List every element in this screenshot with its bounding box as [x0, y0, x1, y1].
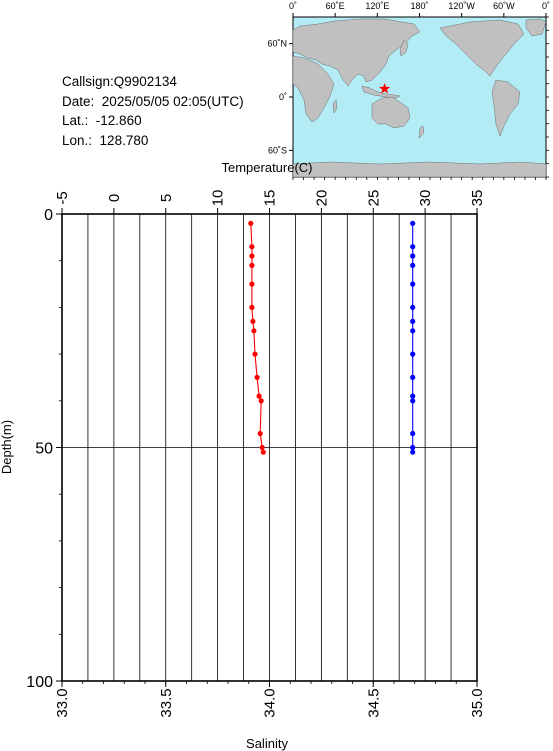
y-axis-tick-label: 0 — [44, 207, 53, 224]
date-line: Date: 2025/05/05 02:05(UTC) — [62, 92, 244, 112]
map-lon-label: 120˚E — [365, 1, 389, 11]
series-line-0 — [250, 223, 264, 453]
y-axis-tick-label: 50 — [35, 441, 53, 458]
series-point-1 — [410, 398, 416, 404]
land-eurasia — [292, 18, 421, 87]
series-point-1 — [410, 393, 416, 399]
series-point-0 — [249, 304, 255, 310]
series-point-0 — [249, 253, 255, 259]
lat-value: -12.860 — [95, 113, 142, 128]
series-point-1 — [410, 304, 416, 310]
station-marker-icon — [379, 82, 391, 94]
series-point-1 — [410, 220, 416, 226]
series-point-0 — [260, 449, 266, 455]
series-point-0 — [259, 444, 265, 451]
map-lon-label: 60˚W — [493, 1, 515, 11]
chart-grid — [62, 214, 477, 681]
bottom-axis-tick-label: 34.0 — [262, 688, 279, 717]
bottom-axis-tick-label: 33.5 — [158, 688, 175, 717]
series-point-0 — [256, 393, 262, 399]
series-point-0 — [252, 351, 258, 357]
date-value: 2025/05/05 02:05(UTC) — [101, 93, 244, 109]
land-new-zealand — [418, 125, 425, 139]
series-point-0 — [249, 262, 255, 268]
callsign-line: Callsign:Q9902134 — [62, 72, 244, 92]
callsign-label: Callsign: — [62, 74, 114, 89]
map-lat-label: 60˚N — [267, 39, 287, 49]
series-point-1 — [410, 253, 416, 259]
series-point-1 — [410, 262, 416, 268]
lat-label: Lat.: — [62, 113, 89, 128]
series-point-0 — [248, 220, 254, 226]
map-lon-label: 60˚E — [326, 1, 345, 11]
series-point-0 — [258, 398, 264, 404]
map-lon-label: 120˚W — [448, 1, 475, 11]
land-australia — [371, 96, 411, 129]
land-antarctica — [292, 161, 547, 178]
map-lon-label: 0˚ — [289, 1, 297, 11]
series-point-1 — [410, 444, 416, 451]
lon-line: Lon.: 128.780 — [62, 131, 244, 151]
bottom-axis-label: Salinity — [246, 736, 288, 751]
map-lat-label: 60˚S — [268, 145, 287, 155]
callsign-value: Q9902134 — [113, 74, 177, 89]
series-point-1 — [410, 244, 416, 250]
map-lon-label: 0˚ — [542, 1, 550, 11]
land-japan — [399, 39, 409, 57]
series-point-0 — [257, 430, 263, 437]
bottom-axis-tick-label: 33.0 — [54, 688, 71, 717]
series-point-1 — [410, 374, 416, 380]
map-land — [292, 18, 547, 178]
land-africa — [292, 55, 335, 123]
series-point-1 — [410, 328, 416, 334]
lon-label: Lon.: — [62, 132, 93, 148]
series-point-0 — [249, 244, 255, 250]
series-point-0 — [254, 374, 260, 380]
lat-line: Lat.: -12.860 — [62, 111, 244, 131]
chart-series — [248, 220, 416, 455]
bottom-axis-tick-label: 34.5 — [365, 688, 382, 717]
plot-frame — [61, 213, 478, 682]
series-point-1 — [410, 281, 416, 287]
bottom-axis-tick-label: 35.0 — [469, 688, 486, 717]
land-indonesia — [361, 85, 401, 99]
land-south-america — [491, 79, 521, 137]
land-north-america — [439, 19, 525, 77]
location-map: 0˚ 60˚E 120˚E 180˚ 120˚W 60˚W 0˚ 60˚N 0˚ 60˚S — [267, 1, 550, 180]
land-greenland — [525, 18, 547, 37]
series-point-0 — [249, 281, 255, 287]
y-axis-label: Depth(m) — [0, 420, 14, 474]
map-lat-label: 0˚ — [279, 92, 287, 102]
lon-value: 128.780 — [99, 132, 149, 148]
land-madagascar — [332, 99, 338, 114]
date-label: Date: — [62, 93, 95, 109]
series-point-0 — [250, 318, 256, 324]
station-info: Callsign:Q9902134 Date: 2025/05/05 02:05… — [62, 72, 244, 150]
series-point-0 — [251, 328, 257, 334]
map-lon-label: 180˚ — [410, 1, 428, 11]
series-point-1 — [410, 449, 416, 455]
series-point-1 — [410, 351, 416, 357]
map-ticks: 0˚ 60˚E 120˚E 180˚ 120˚W 60˚W 0˚ 60˚N 0˚ 60˚S — [267, 1, 550, 180]
series-point-1 — [410, 430, 416, 437]
y-axis-tick-label: 100 — [26, 674, 53, 691]
series-point-1 — [410, 318, 416, 324]
